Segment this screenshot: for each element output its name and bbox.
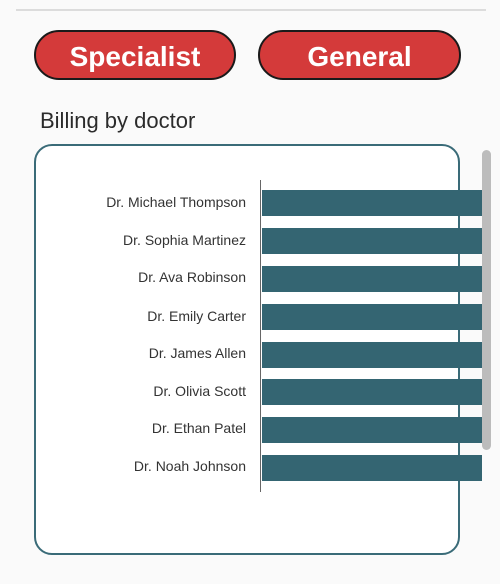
bar-7 — [262, 455, 482, 481]
general-filter-button[interactable]: General — [258, 30, 461, 80]
chart-section-title: Billing by doctor — [40, 108, 196, 133]
y-label-0: Dr. Michael Thompson — [106, 194, 246, 210]
bar-4 — [262, 342, 482, 368]
bar-0 — [262, 190, 482, 216]
chart-scrollbar[interactable] — [482, 150, 491, 450]
y-label-4: Dr. James Allen — [148, 345, 246, 361]
bar-5 — [262, 379, 482, 405]
chart-y-labels: Dr. Michael Thompson Dr. Sophia Martinez… — [40, 0, 246, 584]
bar-1 — [262, 228, 482, 254]
bar-3 — [262, 304, 482, 330]
y-label-2: Dr. Ava Robinson — [138, 269, 246, 285]
y-label-1: Dr. Sophia Martinez — [123, 232, 246, 248]
y-label-5: Dr. Olivia Scott — [153, 383, 246, 399]
y-label-7: Dr. Noah Johnson — [133, 458, 246, 474]
y-label-3: Dr. Emily Carter — [147, 308, 246, 324]
y-label-6: Dr. Ethan Patel — [151, 420, 246, 436]
top-divider — [16, 0, 486, 11]
specialist-filter-button[interactable]: Specialist — [34, 30, 236, 80]
y-axis-line — [260, 180, 261, 492]
bar-6 — [262, 417, 482, 443]
bar-2 — [262, 266, 482, 292]
